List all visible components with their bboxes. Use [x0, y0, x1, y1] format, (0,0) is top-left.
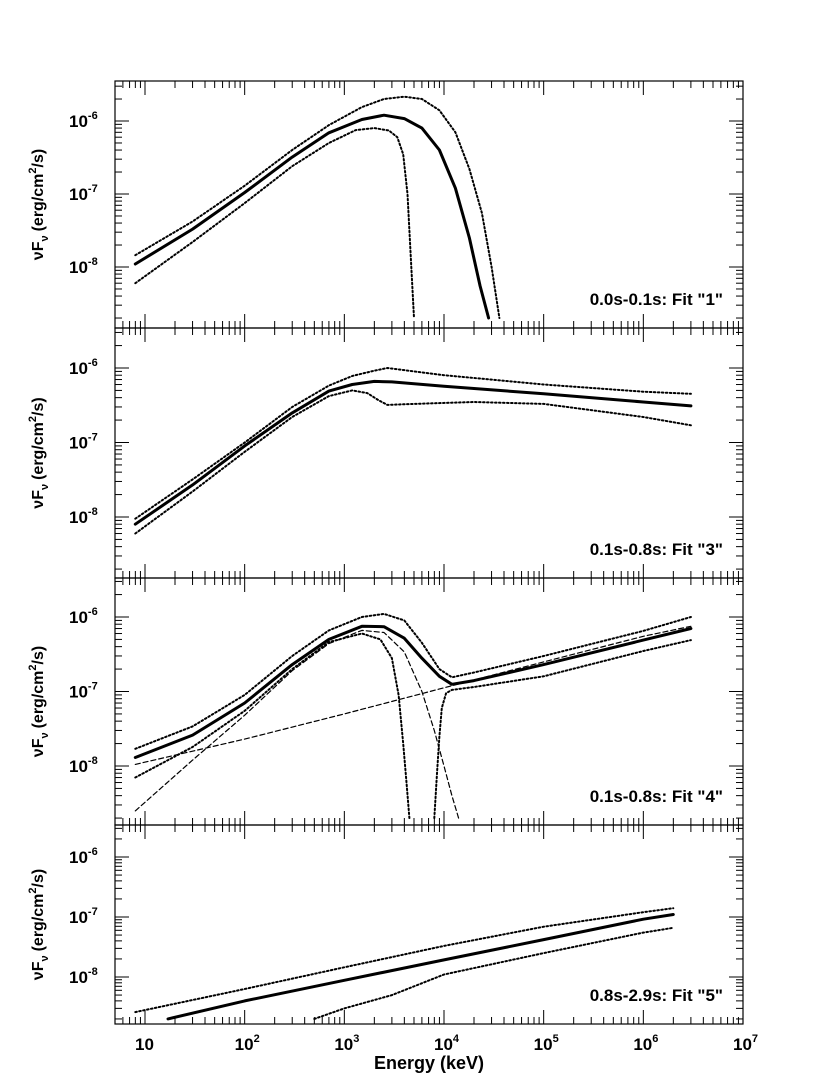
series-line-3-dotted — [134, 389, 692, 535]
y-tick-label: 10-7 — [69, 681, 98, 702]
y-tick-label: 10-6 — [69, 110, 98, 131]
x-ticks — [114, 825, 744, 1024]
y-tick-label: 10-8 — [69, 506, 98, 527]
y-ticks — [115, 85, 743, 319]
panel-4: 10-8 10-7 10-6 0.8s-2.9s: Fit "5" νFν(erg/cm… — [27, 824, 744, 1025]
y-ticks — [115, 331, 743, 570]
y-tick-label: 10-8 — [69, 966, 98, 987]
x-tick-labels: 10 102 103 104 105 106 107 — [135, 1033, 758, 1054]
y-axis-label: νFν(erg/cm2/s) — [27, 149, 51, 260]
y-tick-label: 10-6 — [69, 846, 98, 867]
series-group — [133, 367, 693, 535]
panel-1: 10-8 10-7 10-6 0.0s-0.1s: Fit "1" νFν(erg/cm… — [27, 80, 744, 329]
series-group — [133, 612, 693, 820]
y-tick-label: 10-7 — [69, 183, 98, 204]
x-tick-label: 107 — [733, 1033, 758, 1054]
series-line-3-dotted — [313, 926, 675, 1020]
y-tick-label: 10-6 — [69, 357, 98, 378]
series-line-2-dotted — [134, 907, 675, 1014]
x-ticks — [114, 328, 744, 578]
y-tick-label: 10-7 — [69, 906, 98, 927]
series-group — [134, 907, 675, 1021]
series-line-1-solid — [133, 113, 491, 320]
y-tick-label: 10-8 — [69, 755, 98, 776]
y-tick-label: 10-7 — [69, 432, 98, 453]
panel-2: 10-8 10-7 10-6 0.1s-0.8s: Fit "3" νFν(erg/cm… — [27, 327, 744, 579]
y-tick-label: 10-6 — [69, 606, 98, 627]
panel-3: 10-8 10-7 10-6 0.1s-0.8s: Fit "4" νFν(erg/cm… — [27, 577, 744, 826]
series-line-1-solid — [133, 379, 693, 526]
x-ticks — [114, 81, 744, 328]
series-line-4-dotted — [433, 639, 692, 820]
series-line-2-dotted — [134, 95, 501, 319]
series-group — [133, 95, 501, 320]
series-line-1-solid — [133, 624, 693, 759]
x-tick-label: 10 — [135, 1035, 154, 1054]
x-tick-label: 104 — [434, 1033, 460, 1054]
y-tick-label: 10-8 — [69, 256, 98, 277]
series-line-5-dashed — [134, 625, 692, 765]
series-line-2-dotted — [134, 367, 692, 520]
panel-label: 0.8s-2.9s: Fit "5" — [590, 986, 723, 1005]
panel-label: 0.0s-0.1s: Fit "1" — [590, 290, 723, 309]
x-axis-label: Energy (keV) — [374, 1053, 484, 1073]
y-axis-label: νFν(erg/cm2/s) — [27, 397, 51, 508]
x-tick-label: 105 — [534, 1033, 559, 1054]
panel-label: 0.1s-0.8s: Fit "3" — [590, 540, 723, 559]
series-line-6-dashed — [134, 629, 460, 819]
y-ticks — [115, 580, 743, 819]
y-axis-label: νFν(erg/cm2/s) — [27, 646, 51, 757]
series-line-1-solid — [166, 913, 675, 1021]
series-line-3-dotted — [134, 632, 411, 820]
series-line-2-dotted — [134, 612, 692, 750]
x-tick-label: 103 — [334, 1033, 359, 1054]
series-line-3-dotted — [134, 127, 415, 319]
x-ticks — [114, 578, 744, 825]
panel-label: 0.1s-0.8s: Fit "4" — [590, 787, 723, 806]
y-ticks — [115, 827, 743, 1020]
x-tick-label: 102 — [235, 1033, 260, 1054]
y-axis-label: νFν(erg/cm2/s) — [27, 869, 51, 980]
x-tick-label: 106 — [633, 1033, 658, 1054]
